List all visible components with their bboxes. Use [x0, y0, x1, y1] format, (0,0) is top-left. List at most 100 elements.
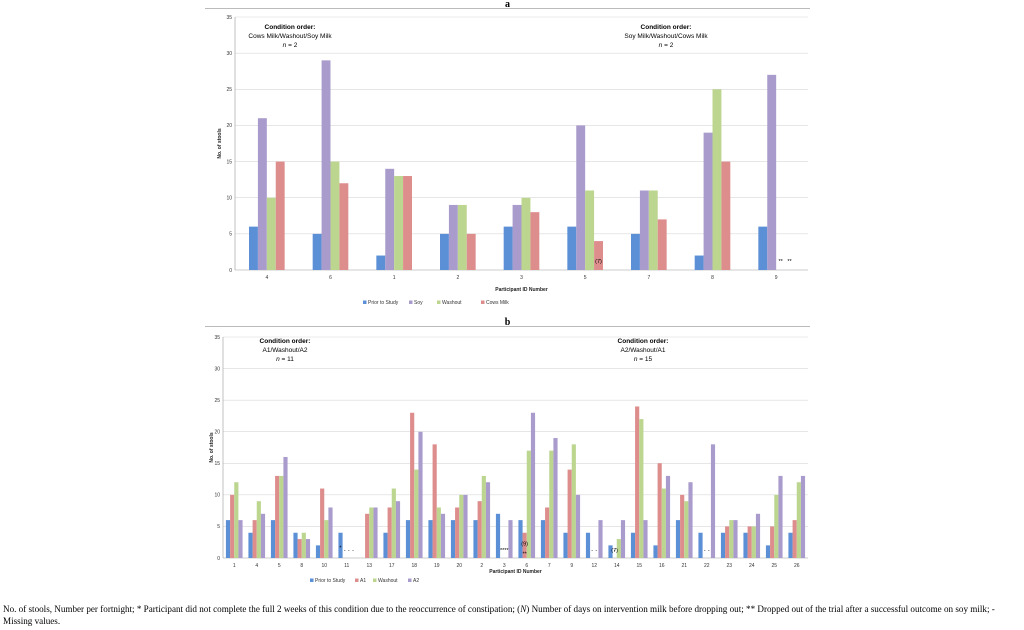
bar	[774, 494, 779, 558]
annotation-mark: -	[704, 548, 706, 554]
bar	[463, 494, 468, 558]
y-tick-label: 30	[214, 366, 220, 372]
bar	[526, 450, 531, 558]
annotation-mark: -	[591, 548, 593, 554]
panel-a-label: a	[505, 0, 510, 10]
x-tick-label: 6	[329, 275, 332, 281]
bar	[414, 469, 419, 558]
bar	[293, 532, 298, 558]
x-tick-label: 8	[711, 275, 714, 281]
bar	[459, 494, 464, 558]
annotation-mark: -	[614, 548, 616, 554]
bar	[796, 482, 801, 558]
bar	[788, 532, 793, 558]
legend-swatch	[408, 578, 412, 582]
bar	[743, 532, 748, 558]
legend-swatch	[355, 578, 359, 582]
bar	[512, 204, 522, 270]
bar	[770, 526, 775, 558]
x-tick-label: 15	[636, 563, 642, 569]
x-tick-label: 7	[548, 563, 551, 569]
y-tick-label: 0	[229, 268, 232, 274]
condition-order-heading: Condition order:	[641, 24, 692, 31]
bar	[549, 450, 554, 558]
bar	[765, 545, 771, 558]
x-tick-label: 11	[344, 563, 349, 569]
bar	[403, 176, 412, 270]
y-tick-label: 30	[226, 51, 232, 57]
y-axis-title: No. of stools	[209, 432, 215, 462]
bar	[575, 494, 581, 558]
x-tick-label: 17	[389, 563, 395, 569]
legend-swatch	[310, 578, 314, 582]
x-tick-label: 20	[456, 563, 462, 569]
bar	[694, 255, 704, 270]
chart-panel-b: b 0 5 10 15 20 25 30 35 1 4 5 8 10 11 13 17 18 19 20 2 3 6 7 9 1…	[205, 317, 810, 600]
x-tick-label: 9	[570, 563, 573, 569]
group-size-text: n = 2	[659, 42, 674, 49]
legend-label: A2	[413, 578, 419, 584]
x-tick-label: 23	[726, 563, 732, 569]
panel-b-rule	[205, 326, 810, 327]
bar	[792, 520, 797, 558]
x-tick-label: 13	[366, 563, 372, 569]
annotation-mark: **	[778, 259, 783, 265]
bar	[234, 482, 239, 558]
annotation-mark: **	[787, 259, 792, 265]
x-axis-title: Participant ID Number	[495, 287, 548, 293]
bar	[369, 507, 374, 558]
annotation-mark: (7)	[595, 259, 602, 265]
y-tick-label: 10	[214, 493, 220, 499]
bar	[688, 482, 693, 558]
bar	[608, 545, 613, 558]
bar	[436, 507, 441, 558]
bar	[530, 212, 540, 270]
chart-panel-a: a 0 5 10 15 20 25 30 35 4 6 1 2 3 5 7 8 9 (7) ** ** Particip…	[205, 0, 810, 312]
bar	[698, 532, 703, 558]
bar	[279, 475, 284, 558]
bar	[320, 488, 325, 558]
bar	[297, 539, 302, 558]
y-axis-title: No. of stools	[217, 128, 223, 158]
bar	[643, 520, 648, 558]
legend-label: Prior to Study	[368, 300, 399, 306]
caption-part-3: ) Number of days on intervention milk be…	[3, 604, 995, 626]
bar	[721, 161, 731, 270]
y-tick-label: 25	[226, 87, 232, 93]
x-tick-label: 5	[584, 275, 587, 281]
bar	[330, 161, 340, 270]
bar	[373, 507, 378, 558]
x-tick-label: 21	[681, 563, 687, 569]
legend-label: Cows Milk	[486, 300, 509, 306]
group-size-value: = 2	[286, 42, 297, 49]
bar	[545, 507, 550, 558]
bar	[553, 438, 558, 558]
x-tick-label: 1	[393, 275, 396, 281]
bar	[473, 520, 478, 558]
figure-caption: No. of stools, Number per fortnight; * P…	[3, 604, 1021, 627]
bar	[639, 419, 644, 558]
bar	[328, 507, 333, 558]
bar	[440, 233, 449, 270]
x-tick-label: 6	[525, 563, 528, 569]
x-tick-label: 4	[265, 275, 268, 281]
bar	[275, 475, 280, 558]
bar	[315, 545, 321, 558]
legend-swatch	[437, 300, 441, 304]
group-size-symbol: n	[659, 42, 663, 49]
y-tick-label: 20	[226, 123, 232, 129]
bar	[305, 539, 311, 558]
annotation-mark: -	[344, 548, 346, 554]
legend-swatch	[409, 300, 413, 304]
x-tick-label: 4	[255, 563, 258, 569]
bar	[648, 190, 658, 270]
bar	[376, 255, 386, 270]
group-size-text: n = 2	[283, 42, 298, 49]
condition-order-text: A1/Washout/A2	[263, 347, 308, 354]
condition-order-heading: Condition order:	[265, 24, 316, 31]
legend-label: Washout	[442, 300, 462, 306]
bar	[657, 219, 667, 270]
bar	[563, 532, 568, 558]
bar	[710, 444, 716, 558]
